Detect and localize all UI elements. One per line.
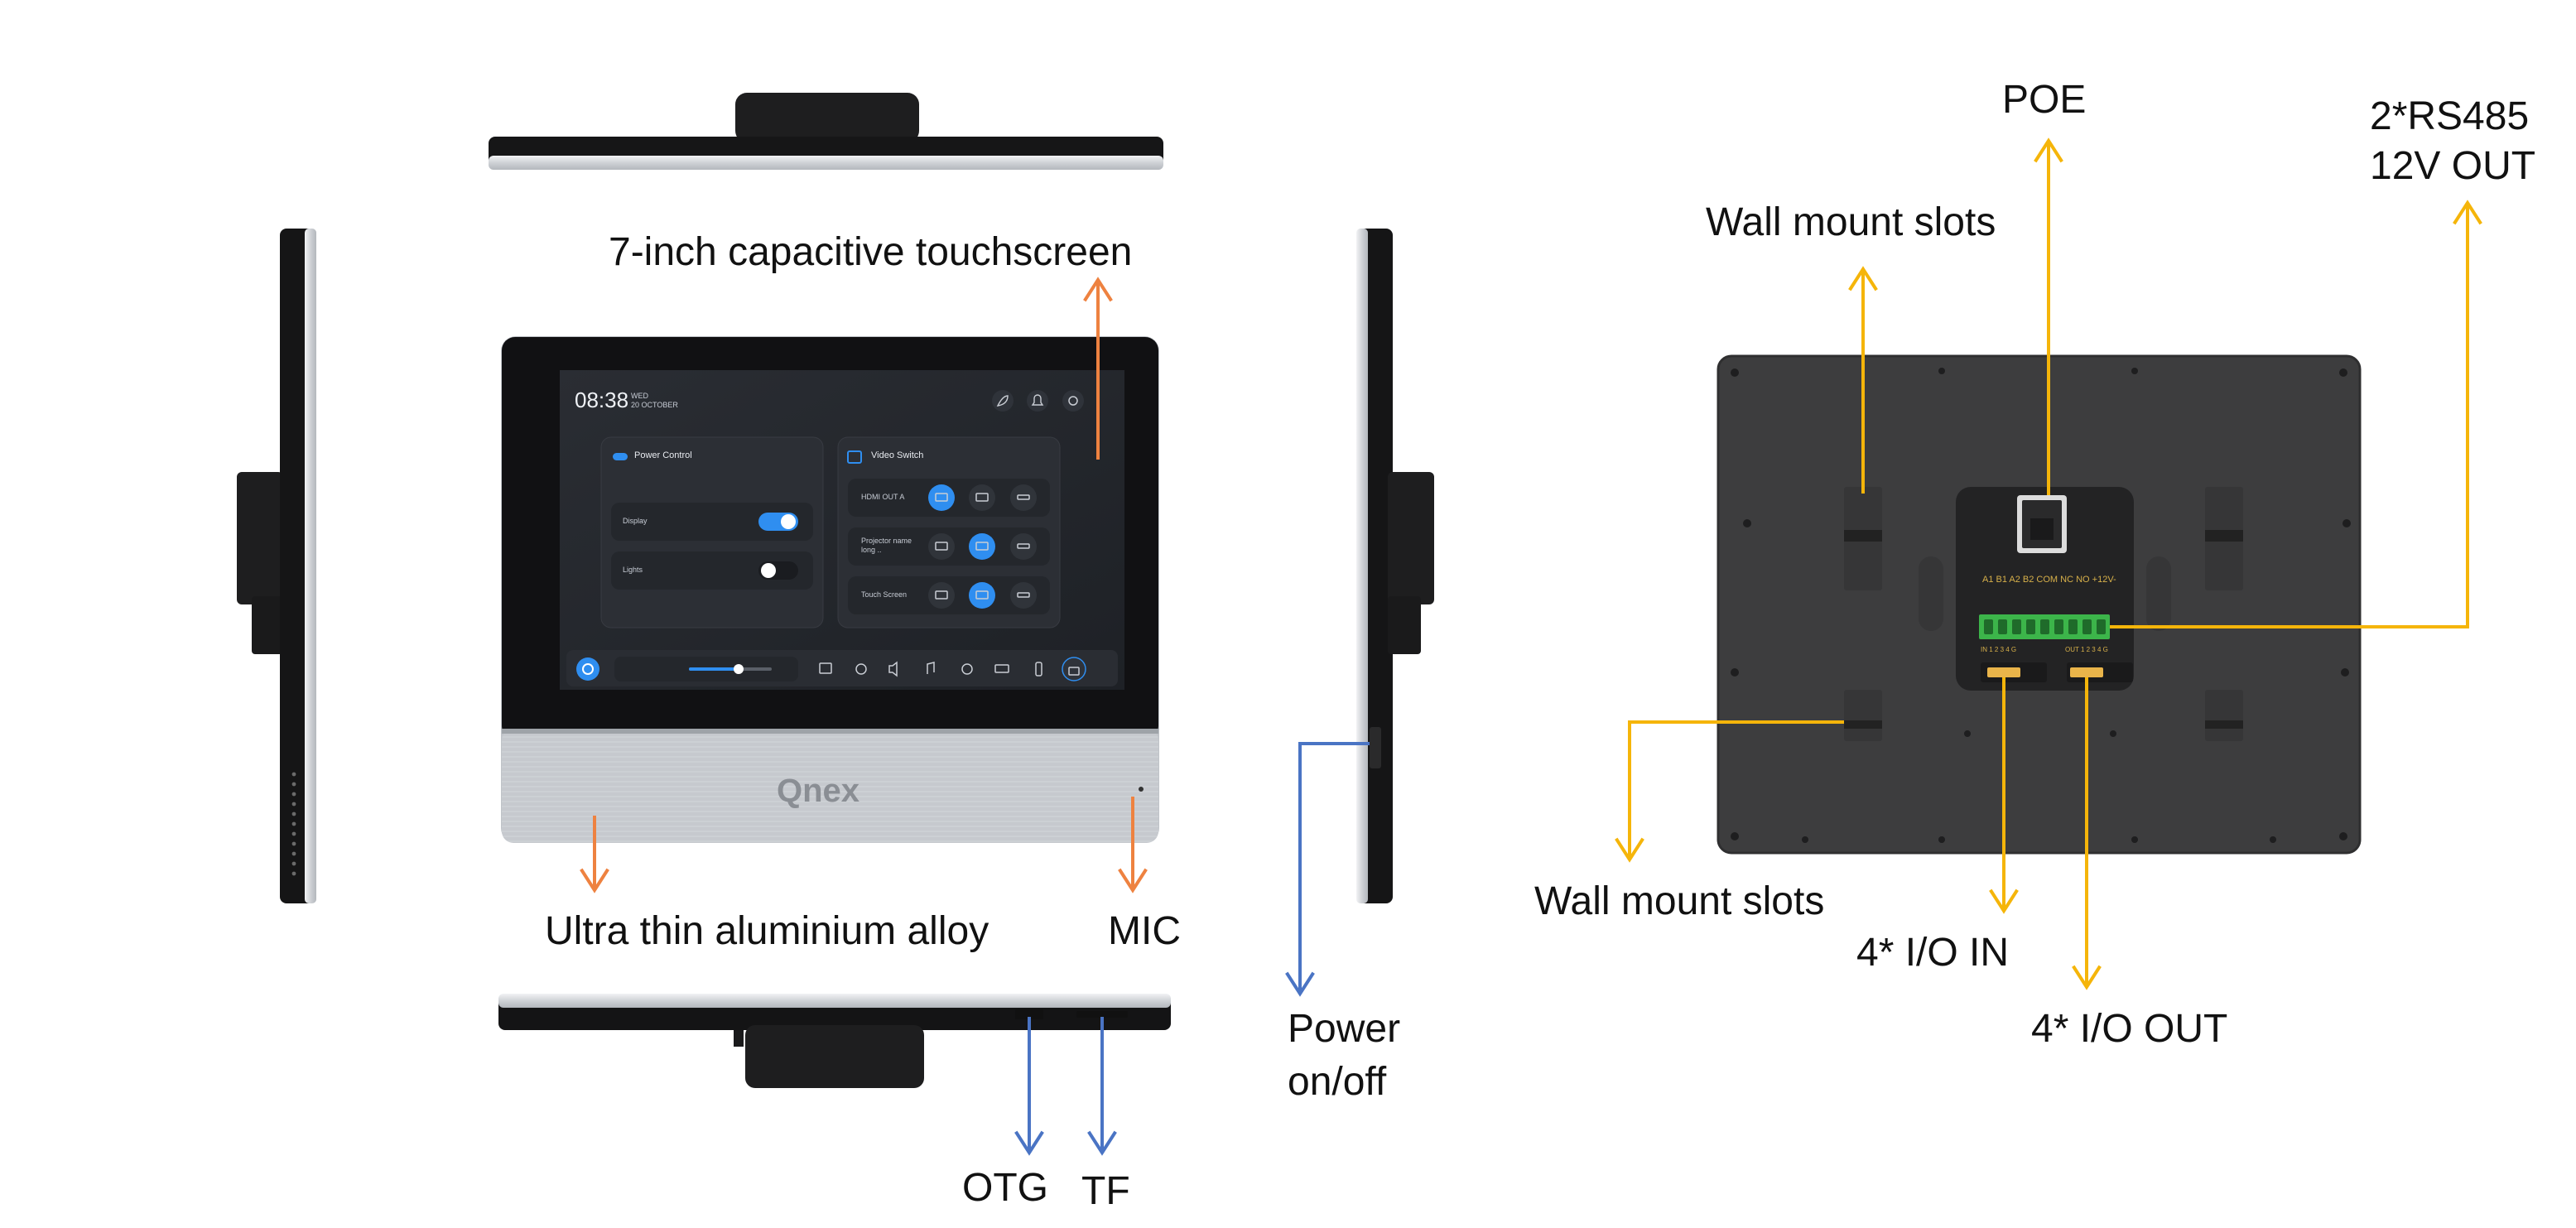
terminal-pin — [2054, 619, 2063, 634]
screen-dashboard — [566, 390, 1118, 686]
arrow-touchscreen — [1083, 277, 1113, 460]
camera-icon[interactable] — [961, 663, 973, 675]
io-out-connector — [2070, 667, 2103, 677]
terminal-pin — [2097, 619, 2106, 634]
arrow-io-out — [2072, 677, 2102, 990]
projector-icon[interactable] — [994, 664, 1009, 673]
terminal-pin — [2040, 619, 2049, 634]
video-source-button[interactable] — [1010, 582, 1037, 609]
io-in-connector — [1987, 667, 2020, 677]
arrow-power — [1285, 742, 1370, 997]
device-back-view — [1717, 354, 2362, 855]
speaker-grille — [291, 772, 296, 876]
video-source-button[interactable] — [928, 484, 955, 511]
arrow-wall-mount-bottom — [1615, 720, 1844, 863]
video-source-button[interactable] — [928, 533, 955, 560]
video-source-button[interactable] — [1010, 533, 1037, 560]
video-source-button[interactable] — [1010, 484, 1037, 511]
lock-button[interactable] — [1062, 657, 1086, 681]
arrow-otg — [1014, 1017, 1044, 1156]
logo-text: Qnex — [777, 773, 859, 809]
arrow-io-in — [1989, 677, 2019, 914]
arrow-wall-mount-top — [1848, 266, 1878, 494]
device-left-side-view — [237, 229, 316, 903]
volume-fill — [689, 667, 739, 671]
terminal-pin — [2082, 619, 2092, 634]
otg-port — [1015, 1009, 1043, 1019]
qnex-logo: Qnex — [777, 773, 859, 809]
volume-slider-handle[interactable] — [734, 664, 744, 674]
terminal-pin — [2012, 619, 2021, 634]
music-icon[interactable] — [927, 662, 935, 674]
bell-icon[interactable] — [1027, 390, 1048, 412]
video-source-button[interactable] — [969, 533, 995, 560]
terminal-pin — [2026, 619, 2035, 634]
remote-icon[interactable] — [1035, 662, 1042, 677]
settings-icon[interactable] — [1062, 390, 1084, 412]
arrow-rs485 — [2110, 200, 2482, 628]
wall-mount-slot — [1844, 487, 2243, 741]
video-source-button[interactable] — [969, 484, 995, 511]
video-source-button[interactable] — [969, 582, 995, 609]
arrow-tf — [1087, 1017, 1117, 1156]
media-icon[interactable] — [819, 662, 832, 674]
speaker-icon[interactable] — [888, 661, 898, 677]
device-right-side-view — [1356, 229, 1434, 903]
arrow-aluminium — [580, 816, 609, 893]
svg-text:Qnex: Qnex — [777, 773, 859, 809]
power-button[interactable] — [576, 657, 599, 681]
power-switch — [1370, 727, 1381, 768]
terminal-pin — [2068, 619, 2078, 634]
device-bottom-view — [498, 994, 1171, 1088]
mic-hole — [1139, 787, 1144, 792]
tf-slot — [1076, 1011, 1128, 1018]
terminal-pin — [1984, 619, 1993, 634]
contrast-icon[interactable] — [855, 663, 867, 675]
video-source-button[interactable] — [928, 582, 955, 609]
device-top-view — [489, 93, 1163, 170]
arrow-poe — [2034, 137, 2063, 495]
terminal-pin — [1998, 619, 2007, 634]
arrow-mic — [1118, 797, 1148, 893]
